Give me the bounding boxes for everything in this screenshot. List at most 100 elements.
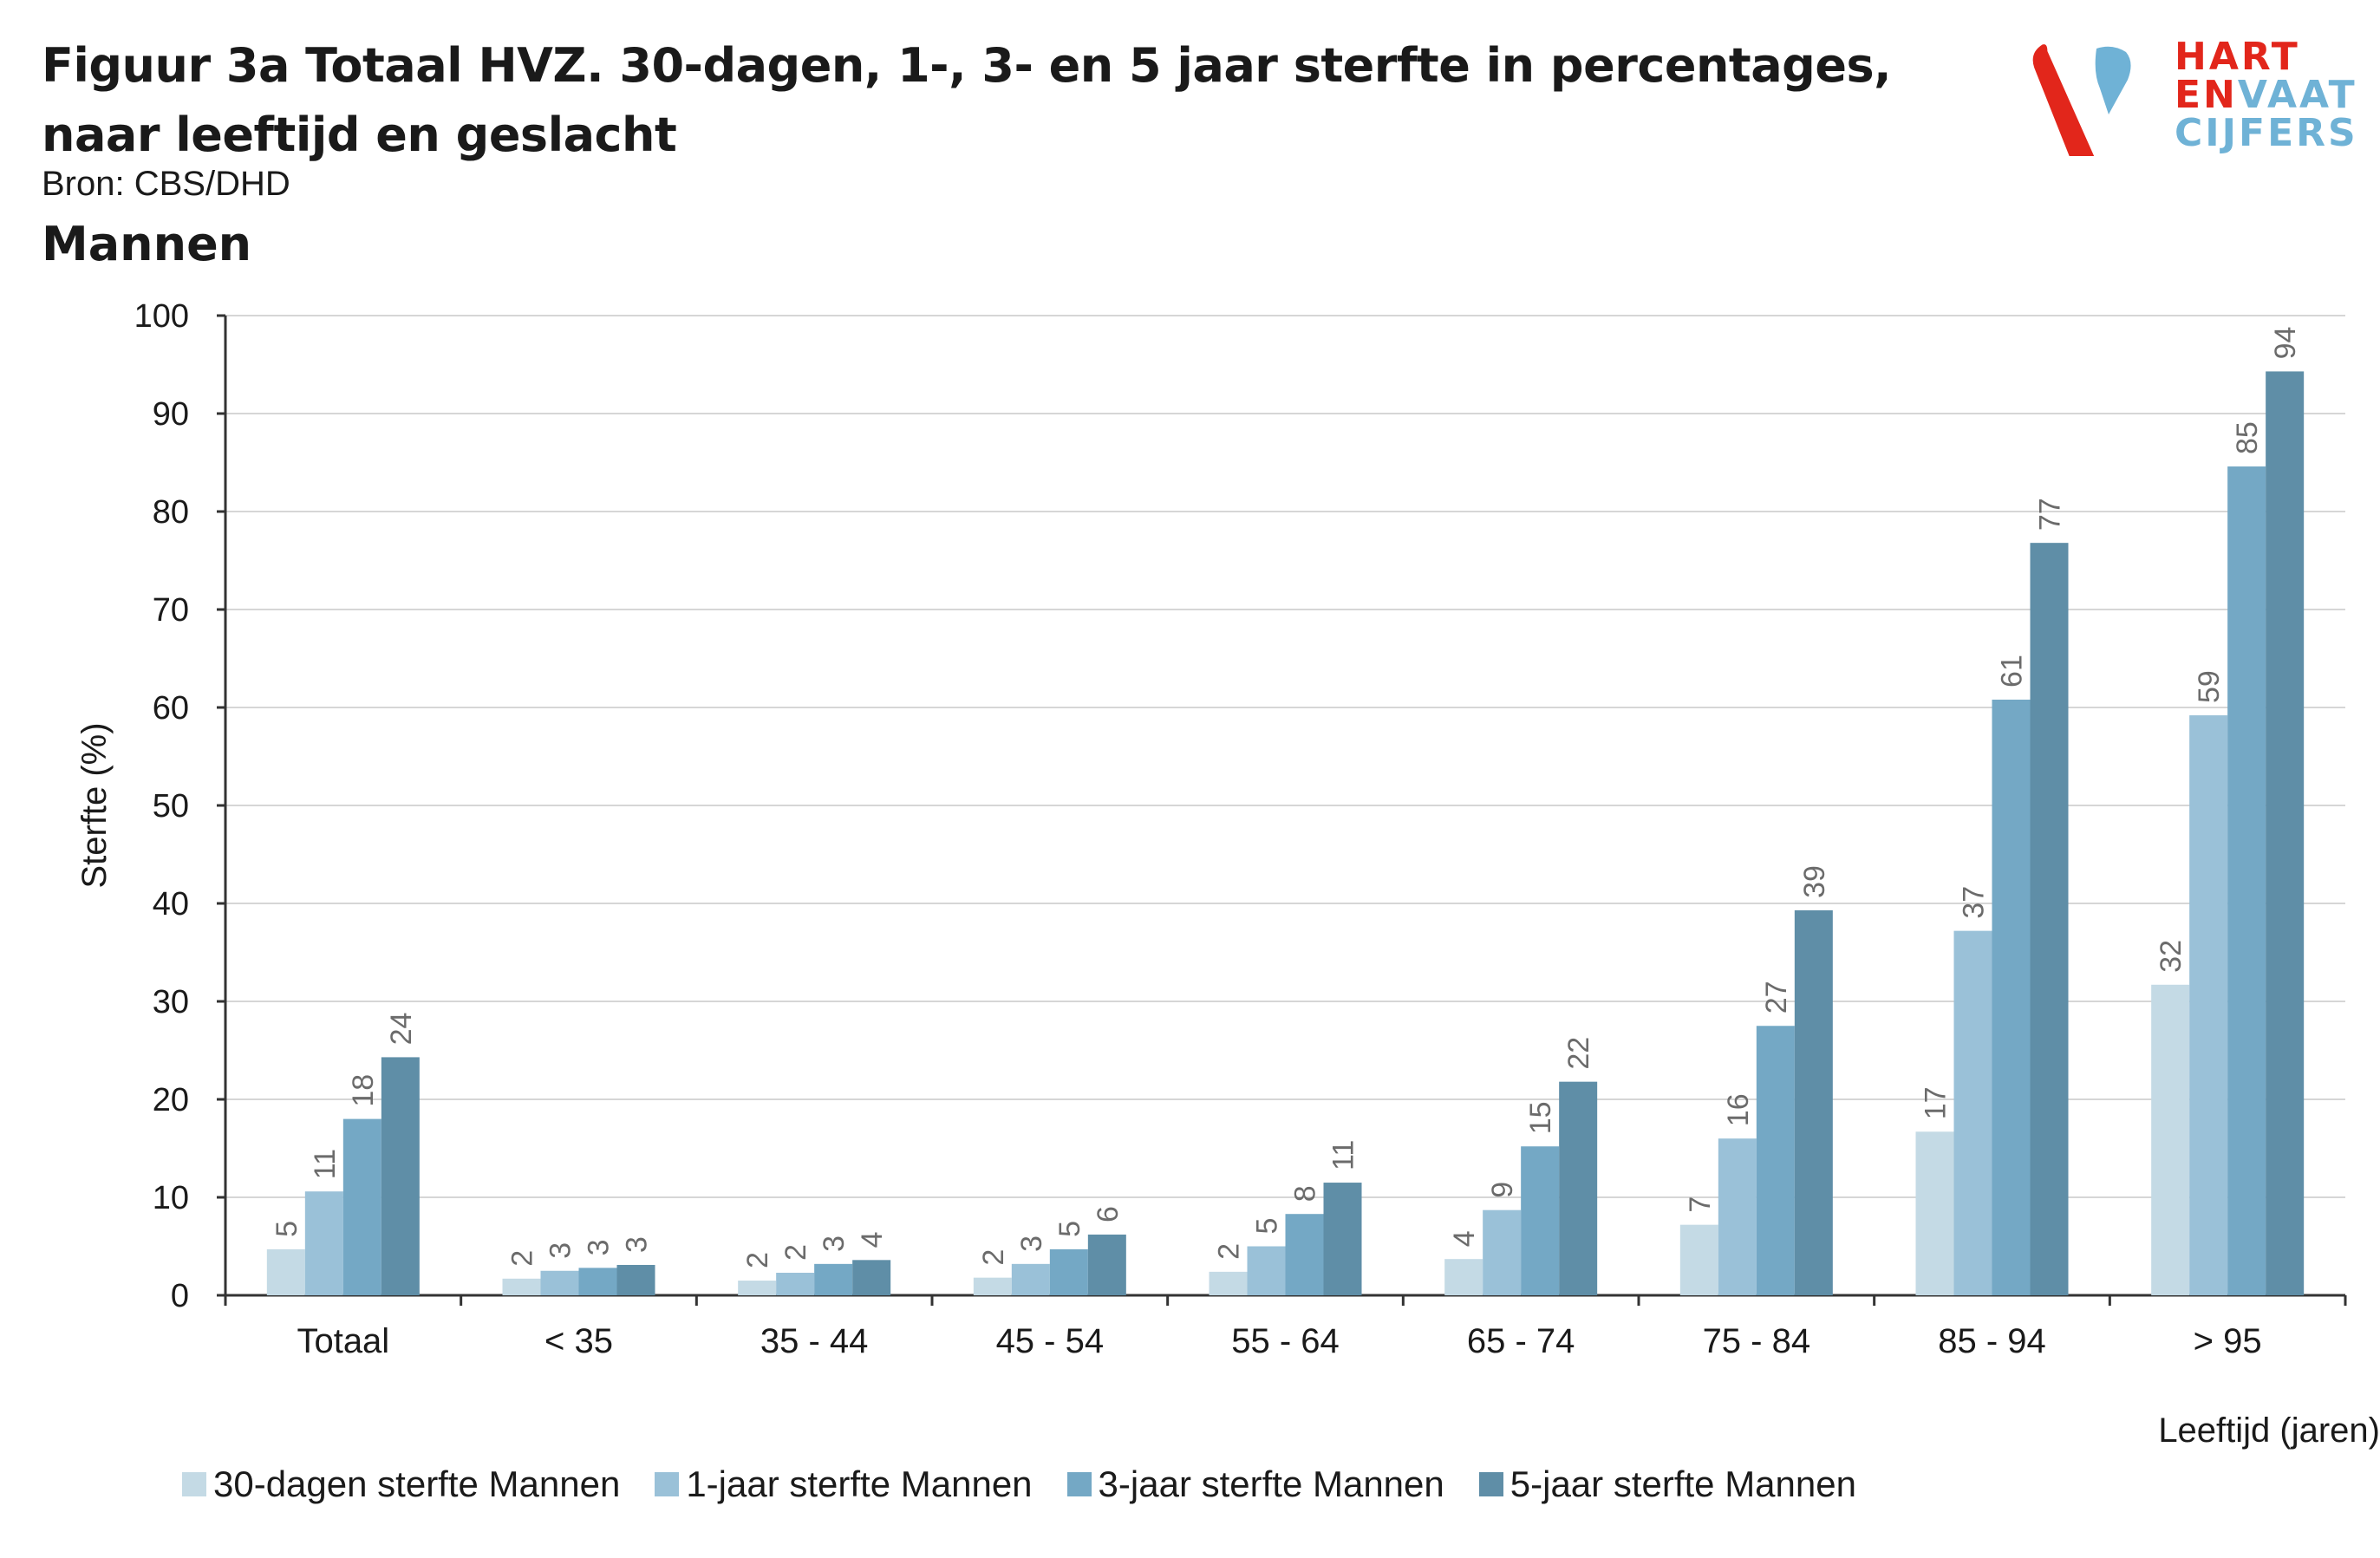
bar: [1285, 1214, 1324, 1295]
x-axis-label: Leeftijd (jaren): [2158, 1411, 2380, 1450]
bar: [2266, 371, 2305, 1295]
data-label: 94: [2269, 327, 2302, 360]
bar: [1915, 1131, 1954, 1295]
x-tick-label: 45 - 54: [996, 1322, 1105, 1360]
data-label: 11: [309, 1149, 342, 1179]
data-label: 3: [1015, 1235, 1048, 1252]
data-label: 3: [621, 1236, 654, 1253]
data-label: 37: [1958, 886, 1991, 919]
x-tick-label: 75 - 84: [1703, 1322, 1811, 1360]
bar: [540, 1270, 579, 1295]
bar: [266, 1248, 305, 1295]
data-label: 2: [741, 1252, 774, 1268]
logo-text: HART ENVAAT CIJFERS: [2175, 38, 2358, 153]
legend-item-30-dagen: 30-dagen sterfte Mannen: [182, 1463, 620, 1505]
y-tick-label: 40: [153, 886, 189, 922]
bar: [1049, 1248, 1088, 1295]
data-label: 5: [1251, 1218, 1284, 1235]
bar: [852, 1260, 891, 1295]
data-label: 61: [1996, 655, 2029, 688]
chart-title: Figuur 3a Totaal HVZ. 30-dagen, 1-, 3- e…: [42, 38, 1892, 162]
bar: [738, 1281, 777, 1295]
logo-line-3: CIJFERS: [2175, 111, 2358, 155]
y-tick-label: 0: [171, 1278, 189, 1314]
data-label: 4: [1448, 1230, 1481, 1247]
bar: [1483, 1209, 1522, 1295]
y-tick-label: 80: [153, 494, 189, 531]
bar: [1679, 1224, 1718, 1295]
legend-item-1-jaar: 1-jaar sterfte Mannen: [655, 1463, 1033, 1505]
bar: [342, 1118, 381, 1295]
data-label: 85: [2231, 421, 2264, 454]
y-tick-label: 10: [153, 1180, 189, 1216]
data-label: 18: [347, 1074, 380, 1107]
logo-line-2a: EN: [2175, 73, 2238, 117]
data-label: 9: [1486, 1182, 1519, 1198]
legend-swatch-3-jaar: [1066, 1472, 1092, 1496]
data-label: 27: [1760, 981, 1793, 1014]
bar: [1011, 1263, 1050, 1295]
hart-en-vaat-logo-icon: [2032, 44, 2131, 156]
bar: [776, 1273, 815, 1295]
y-tick-label: 30: [153, 984, 189, 1020]
data-label: 6: [1092, 1206, 1125, 1222]
data-label: 2: [977, 1249, 1010, 1266]
x-tick-label: 55 - 64: [1231, 1322, 1340, 1360]
bar: [1559, 1081, 1598, 1295]
legend-label-3-jaar: 3-jaar sterfte Mannen: [1098, 1463, 1444, 1504]
y-axis-label: Sterfte (%): [75, 722, 114, 888]
data-label: 15: [1524, 1101, 1557, 1134]
logo-line-1: HART: [2175, 35, 2300, 79]
legend-item-5-jaar: 5-jaar sterfte Mannen: [1478, 1463, 1856, 1505]
y-tick-label: 20: [153, 1082, 189, 1118]
data-label: 4: [856, 1231, 889, 1248]
legend-label-30-dagen: 30-dagen sterfte Mannen: [213, 1463, 621, 1504]
bar: [2227, 466, 2266, 1295]
data-label: 32: [2155, 940, 2188, 973]
chart-subtitle: Mannen: [42, 217, 252, 271]
data-label: 77: [2034, 498, 2067, 531]
bar: [304, 1191, 343, 1295]
bar: [1323, 1183, 1362, 1295]
bar: [502, 1278, 541, 1295]
legend-swatch-30-dagen: [182, 1472, 206, 1496]
x-tick-label: 85 - 94: [1938, 1322, 2046, 1360]
data-label: 3: [818, 1235, 851, 1252]
legend-swatch-5-jaar: [1478, 1472, 1503, 1496]
y-tick-label: 90: [153, 396, 189, 433]
y-tick-label: 70: [153, 592, 189, 629]
data-label: 8: [1289, 1185, 1322, 1202]
data-label: 59: [2193, 670, 2226, 703]
data-label: 16: [1722, 1093, 1755, 1126]
y-tick-label: 50: [153, 788, 189, 825]
bar: [973, 1277, 1012, 1295]
bar: [814, 1263, 853, 1295]
bar: [1209, 1271, 1248, 1295]
x-tick-label: 35 - 44: [760, 1322, 869, 1360]
bar: [2189, 715, 2228, 1295]
data-label: 2: [1213, 1243, 1246, 1260]
legend-item-3-jaar: 3-jaar sterfte Mannen: [1066, 1463, 1444, 1505]
bar: [1718, 1138, 1757, 1295]
y-tick-label: 60: [153, 690, 189, 727]
bar: [1247, 1246, 1286, 1295]
data-label: 39: [1798, 865, 1831, 898]
legend-swatch-1-jaar: [655, 1472, 680, 1496]
bar: [1756, 1026, 1795, 1295]
x-tick-label: > 95: [2194, 1322, 2262, 1360]
bar: [578, 1268, 617, 1295]
data-label: 7: [1684, 1196, 1717, 1213]
x-tick-label: < 35: [544, 1322, 613, 1360]
chart-source: Bron: CBS/DHD: [42, 165, 290, 203]
data-label: 5: [271, 1221, 303, 1237]
data-label: 5: [1053, 1221, 1086, 1237]
data-label: 22: [1562, 1037, 1595, 1070]
bar: [1444, 1259, 1483, 1295]
bar: [1992, 699, 2031, 1295]
bar: [616, 1264, 655, 1295]
bar: [1794, 909, 1833, 1295]
x-tick-label: 65 - 74: [1467, 1322, 1575, 1360]
y-tick-label: 100: [134, 298, 189, 335]
data-label: 17: [1920, 1086, 1953, 1119]
data-label: 3: [583, 1239, 616, 1255]
